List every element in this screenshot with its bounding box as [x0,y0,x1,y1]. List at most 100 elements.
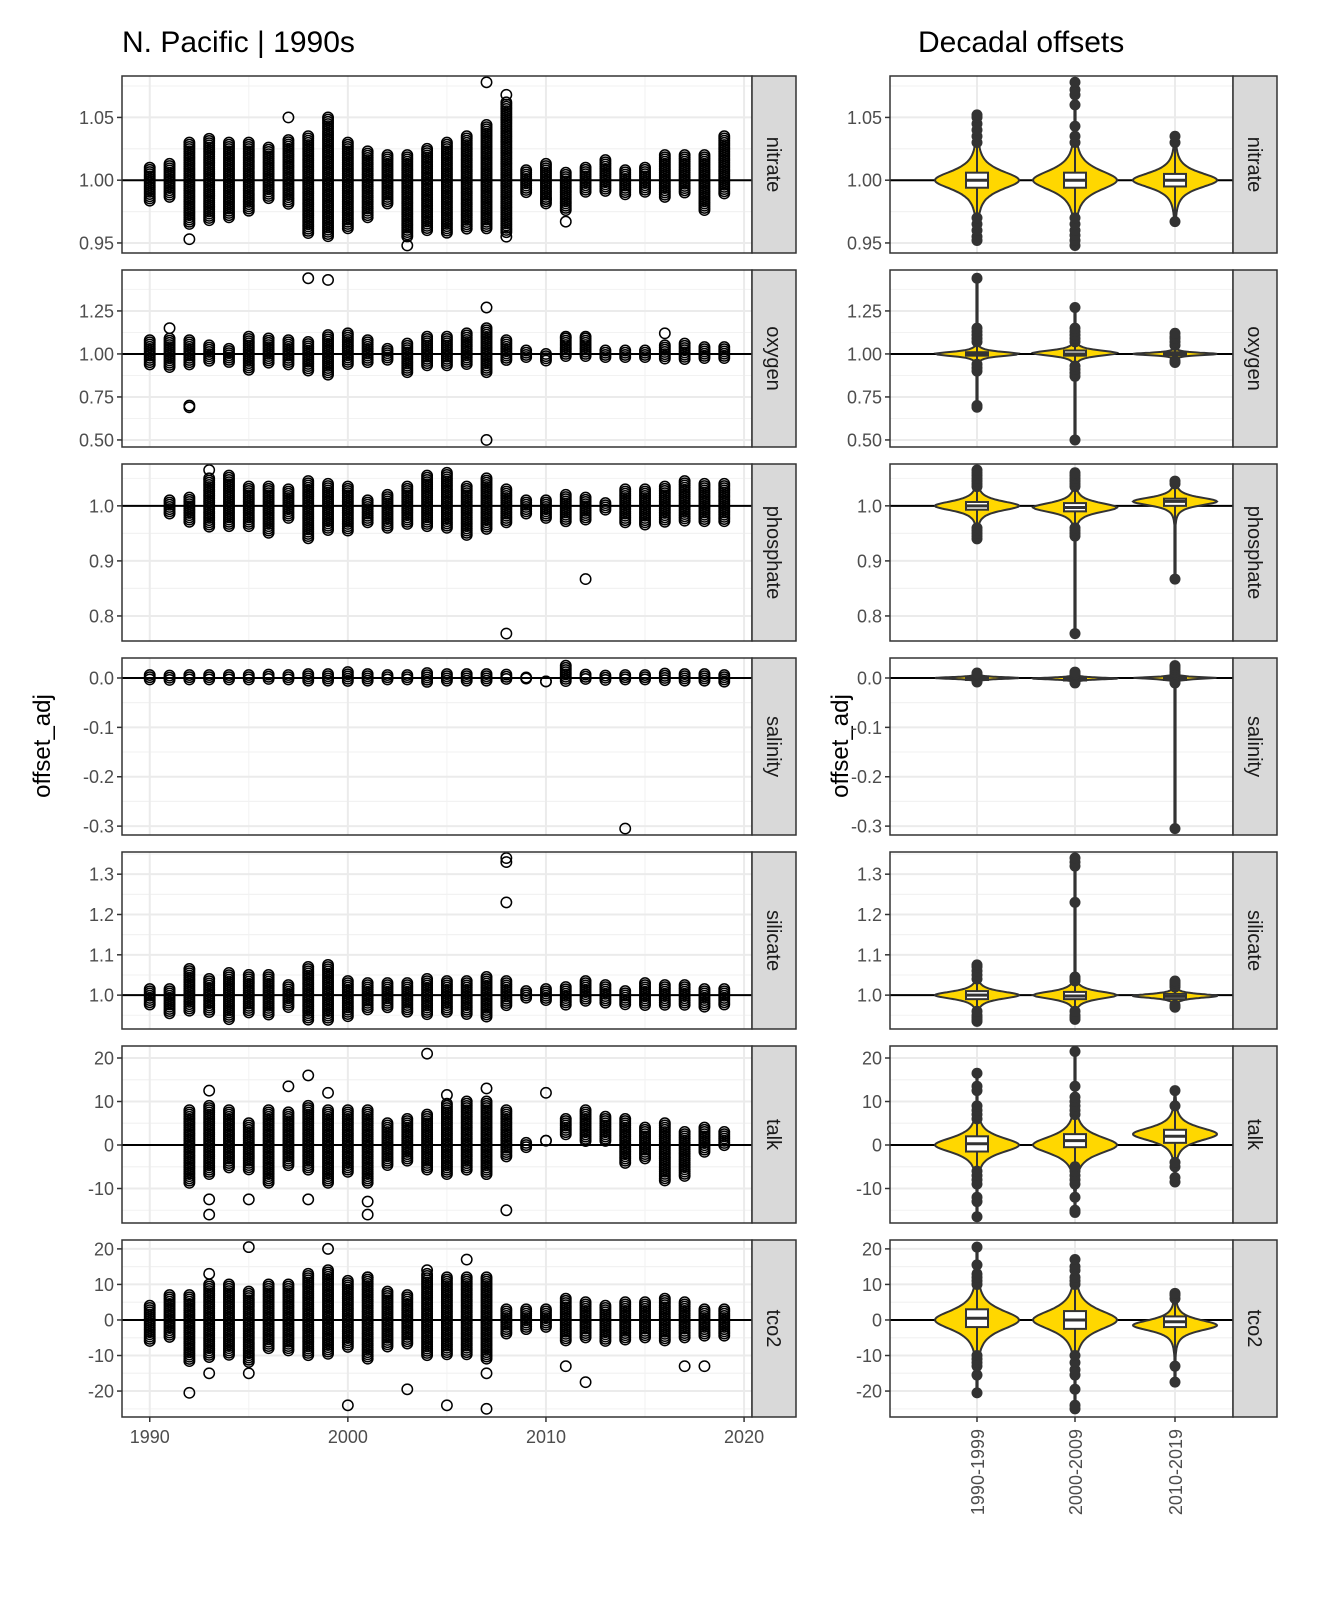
data-point [698,204,711,217]
data-point [639,351,651,364]
data-point [421,520,434,533]
data-point [579,994,592,1007]
data-point [302,364,315,377]
panel-background [122,852,752,1029]
data-point [619,998,632,1011]
year-column-1996 [262,480,275,539]
data-point [559,204,572,217]
year-column-1995 [242,969,255,1019]
year-column-1994 [223,1104,235,1174]
year-column-1999 [322,1104,334,1189]
y-tick-label: 20 [862,1049,882,1069]
data-point [223,520,235,533]
year-column-2003 [401,149,414,243]
data-point [183,1176,196,1189]
year-column-1995 [242,480,255,533]
data-point [480,366,493,379]
data-point [718,675,731,688]
facet-strip-label: tco2 [762,1310,784,1348]
year-column-2018 [698,668,711,687]
data-point [381,197,394,210]
data-point [678,353,691,365]
facet-strip-label: salinity [762,716,784,777]
year-column-2014 [619,164,632,201]
year-column-1999 [322,668,334,687]
y-tick-label: -20 [856,1382,882,1402]
year-column-2001 [361,1271,374,1365]
outlier-point [1069,971,1081,983]
outlier-point [1069,1399,1081,1411]
outlier-point [971,1191,983,1203]
year-column-2013 [599,154,612,197]
year-column-1997 [282,979,295,1014]
right-panel-nitrate: 0.95 1.00 1.05 nitrate [847,75,1278,254]
y-tick-label: 0.75 [847,387,882,407]
data-point [540,994,552,1007]
year-column-2005 [440,136,453,239]
outlier-point [1169,1287,1181,1299]
year-column-1996 [262,332,275,369]
year-column-2001 [361,494,374,529]
year-column-2019 [718,341,731,365]
outlier-point [971,1005,983,1017]
year-column-2002 [381,977,394,1014]
y-tick-label: 0 [104,1136,114,1156]
year-column-1994 [223,669,235,686]
outlier-point [971,358,983,370]
y-tick-label: 1.2 [89,905,114,925]
year-column-2018 [698,149,711,217]
outlier-point [971,1067,983,1079]
panel-background [122,658,752,835]
data-point [540,193,552,205]
data-point [242,363,255,376]
year-column-2005 [440,1271,453,1361]
outlier-point [971,272,983,284]
data-point [559,215,572,228]
right-panel-silicate: 1.0 1.1 1.2 1.3 silicate [857,851,1278,1030]
data-point [322,230,334,243]
year-column-2017 [678,337,691,365]
y-tick-label: 0.50 [79,430,114,450]
year-column-1993 [203,1099,216,1181]
year-column-2012 [579,668,592,685]
year-column-2017 [678,475,691,527]
data-point [658,515,671,528]
data-point [500,999,513,1012]
facet-strip-label: oxygen [762,326,784,391]
y-tick-label: 20 [94,1239,114,1259]
data-point [678,674,691,687]
data-point [599,996,612,1009]
outlier-point [1069,360,1081,372]
data-point [658,998,671,1011]
data-point [143,194,156,207]
data-point [341,674,354,687]
year-column-2008 [500,483,513,529]
data-point [500,516,513,529]
outlier-point [971,959,983,971]
outlier-point [1069,467,1081,479]
outlier-point [1069,1161,1081,1173]
year-column-2013 [599,344,612,364]
outlier-point [971,1259,983,1271]
year-column-2001 [361,145,374,224]
x-tick-label: 2000 [328,1427,368,1447]
year-column-1991 [163,494,176,520]
data-point [361,211,374,224]
y-tick-label: 1.0 [857,986,882,1006]
right-panel-oxygen: 0.50 0.75 1.00 1.25 oxygen [847,269,1278,450]
data-point [381,1001,394,1014]
facet-strip-label: silicate [762,910,784,971]
year-column-1992 [183,1104,196,1189]
year-column-1996 [262,668,275,685]
year-column-1995 [242,330,255,376]
y-tick-label: 1.00 [847,171,882,191]
year-column-1990 [143,983,156,1011]
year-column-1990 [143,161,156,207]
year-column-1998 [302,475,315,545]
year-column-2007 [480,119,493,235]
y-tick-label: 0 [104,1310,114,1330]
year-column-1998 [302,1099,315,1176]
y-tick-label: 20 [862,1239,882,1259]
data-point [183,515,196,528]
data-point [183,673,196,686]
